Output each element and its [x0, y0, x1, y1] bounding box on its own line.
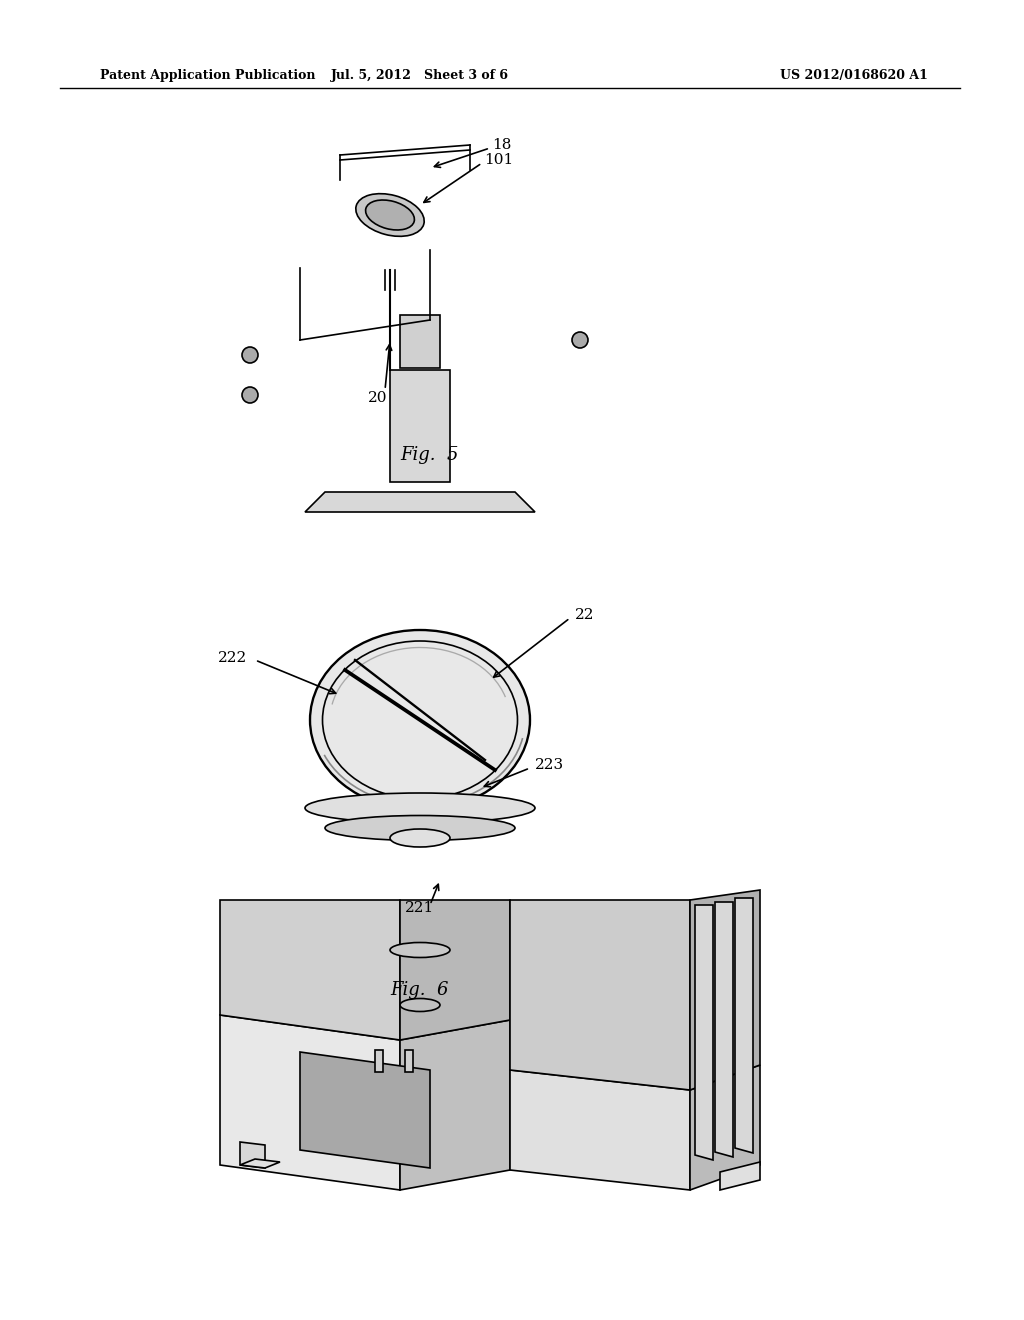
Ellipse shape: [355, 194, 424, 236]
Circle shape: [242, 387, 258, 403]
Ellipse shape: [390, 942, 450, 957]
Polygon shape: [510, 900, 690, 1090]
Circle shape: [572, 333, 588, 348]
Polygon shape: [305, 492, 535, 512]
Polygon shape: [690, 890, 760, 1090]
Ellipse shape: [390, 829, 450, 847]
Text: 101: 101: [484, 153, 513, 168]
Polygon shape: [510, 1071, 690, 1191]
Polygon shape: [375, 1049, 383, 1072]
Text: Fig.  5: Fig. 5: [400, 446, 459, 465]
Ellipse shape: [366, 201, 415, 230]
Polygon shape: [735, 898, 753, 1152]
Polygon shape: [695, 906, 713, 1160]
Circle shape: [242, 347, 258, 363]
Polygon shape: [400, 900, 510, 1040]
Ellipse shape: [305, 793, 535, 822]
Polygon shape: [240, 1159, 280, 1168]
Polygon shape: [240, 1142, 265, 1168]
Polygon shape: [300, 1052, 430, 1168]
Ellipse shape: [325, 816, 515, 841]
Polygon shape: [220, 1015, 400, 1191]
Polygon shape: [400, 1020, 510, 1191]
Text: 18: 18: [492, 139, 511, 152]
Polygon shape: [406, 1049, 413, 1072]
Polygon shape: [220, 900, 400, 1040]
Text: 221: 221: [406, 902, 434, 915]
Polygon shape: [690, 1065, 760, 1191]
Text: 223: 223: [535, 758, 564, 772]
Polygon shape: [715, 902, 733, 1158]
Text: Patent Application Publication: Patent Application Publication: [100, 69, 315, 82]
Polygon shape: [390, 370, 450, 482]
Text: US 2012/0168620 A1: US 2012/0168620 A1: [780, 69, 928, 82]
Text: 22: 22: [575, 609, 595, 622]
Ellipse shape: [310, 630, 530, 810]
Polygon shape: [720, 1162, 760, 1191]
Polygon shape: [400, 315, 440, 368]
Text: 222: 222: [218, 651, 247, 665]
Ellipse shape: [400, 998, 440, 1011]
Text: Jul. 5, 2012   Sheet 3 of 6: Jul. 5, 2012 Sheet 3 of 6: [331, 69, 509, 82]
Text: Fig.  6: Fig. 6: [391, 981, 450, 999]
Text: 20: 20: [369, 391, 388, 405]
